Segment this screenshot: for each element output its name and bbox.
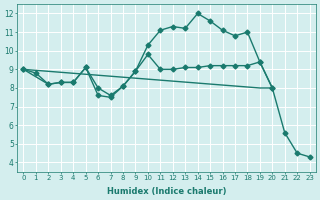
X-axis label: Humidex (Indice chaleur): Humidex (Indice chaleur) xyxy=(107,187,226,196)
